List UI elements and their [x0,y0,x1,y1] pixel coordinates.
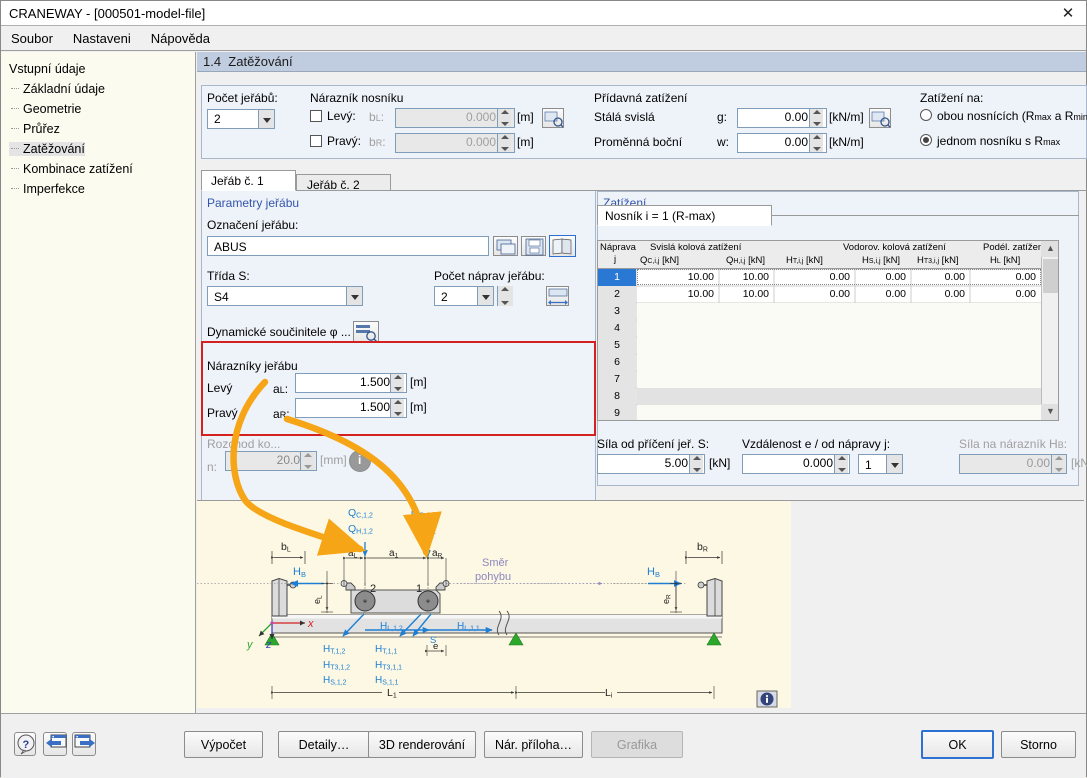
svg-text:HT3,1,2: HT3,1,2 [323,660,350,672]
svg-text:a1: a1 [389,548,399,560]
svg-text:HT,1,2: HT,1,2 [323,644,346,656]
svg-text:Li: Li [605,687,613,700]
svg-text:HT3,1,1: HT3,1,1 [375,660,402,672]
svg-text:aR: aR [432,548,443,560]
svg-text:Směr: Směr [482,557,509,569]
svg-text:2: 2 [370,583,376,595]
svg-text:L1: L1 [387,687,397,700]
svg-text:eR: eR [661,594,673,604]
svg-text:1: 1 [416,583,422,595]
svg-text:eL: eL [312,595,324,604]
svg-text:e: e [433,641,438,652]
svg-text:HT,1,1: HT,1,1 [375,644,398,656]
svg-text:bR: bR [697,541,708,554]
svg-text:HB: HB [647,566,660,579]
svg-text:z: z [265,639,272,651]
svg-text:y: y [246,639,254,651]
svg-text:?: ? [23,739,30,751]
svg-text:HS,1,2: HS,1,2 [323,675,347,687]
svg-text:HB: HB [293,566,306,579]
svg-text:bL: bL [281,541,291,554]
svg-text:pohybu: pohybu [475,571,511,583]
svg-text:QH,1,2: QH,1,2 [348,523,373,536]
svg-text:QC,1,2: QC,1,2 [348,507,373,520]
svg-text:QC,1,1: QC,1,1 [411,507,436,520]
svg-text:aL: aL [348,548,358,560]
svg-text:HS,1,1: HS,1,1 [375,675,399,687]
svg-text:QH,1,1: QH,1,1 [411,523,436,536]
svg-text:x: x [307,618,314,630]
